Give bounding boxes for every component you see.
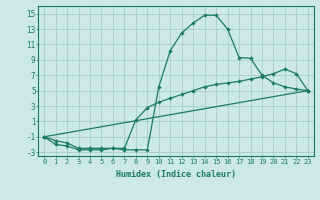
X-axis label: Humidex (Indice chaleur): Humidex (Indice chaleur)	[116, 170, 236, 179]
